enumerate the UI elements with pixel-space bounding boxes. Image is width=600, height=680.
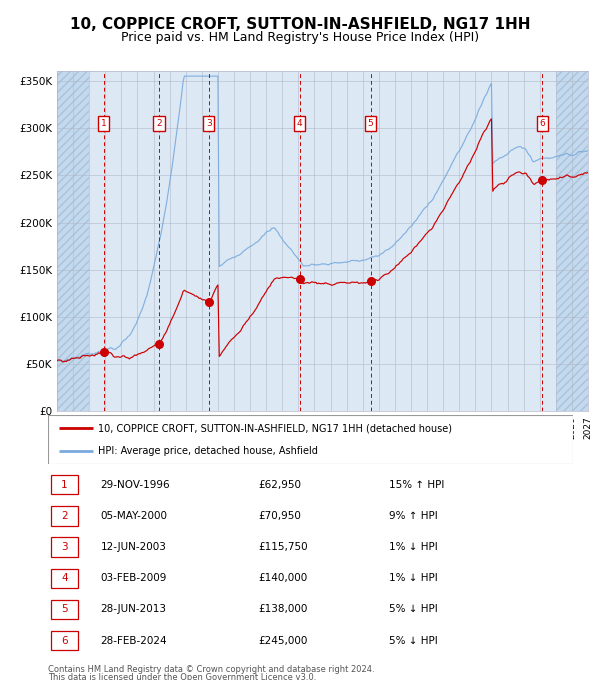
Text: £115,750: £115,750 <box>258 542 308 552</box>
Bar <box>57 71 89 411</box>
Bar <box>50 568 78 588</box>
Text: 29-NOV-1996: 29-NOV-1996 <box>101 480 170 490</box>
Text: £70,950: £70,950 <box>258 511 301 521</box>
Text: 5% ↓ HPI: 5% ↓ HPI <box>389 636 438 645</box>
Text: £138,000: £138,000 <box>258 605 307 615</box>
Text: £245,000: £245,000 <box>258 636 307 645</box>
Bar <box>50 537 78 557</box>
Text: 9% ↑ HPI: 9% ↑ HPI <box>389 511 438 521</box>
Text: 6: 6 <box>539 119 545 128</box>
Text: 1% ↓ HPI: 1% ↓ HPI <box>389 573 438 583</box>
Text: 1% ↓ HPI: 1% ↓ HPI <box>389 542 438 552</box>
Text: 5: 5 <box>61 605 68 615</box>
Text: 1: 1 <box>101 119 107 128</box>
Text: 10, COPPICE CROFT, SUTTON-IN-ASHFIELD, NG17 1HH (detached house): 10, COPPICE CROFT, SUTTON-IN-ASHFIELD, N… <box>98 423 452 433</box>
Text: 5: 5 <box>368 119 373 128</box>
Text: 28-FEB-2024: 28-FEB-2024 <box>101 636 167 645</box>
Text: 05-MAY-2000: 05-MAY-2000 <box>101 511 167 521</box>
Text: 6: 6 <box>61 636 68 645</box>
Bar <box>50 507 78 526</box>
Text: Contains HM Land Registry data © Crown copyright and database right 2024.: Contains HM Land Registry data © Crown c… <box>48 665 374 674</box>
Text: 1: 1 <box>61 480 68 490</box>
Bar <box>556 71 588 411</box>
Text: This data is licensed under the Open Government Licence v3.0.: This data is licensed under the Open Gov… <box>48 673 316 680</box>
Text: 5% ↓ HPI: 5% ↓ HPI <box>389 605 438 615</box>
Text: 3: 3 <box>206 119 212 128</box>
Text: 4: 4 <box>61 573 68 583</box>
Text: 12-JUN-2003: 12-JUN-2003 <box>101 542 166 552</box>
Text: £62,950: £62,950 <box>258 480 301 490</box>
Text: 2: 2 <box>156 119 162 128</box>
Text: HPI: Average price, detached house, Ashfield: HPI: Average price, detached house, Ashf… <box>98 445 318 456</box>
Text: 2: 2 <box>61 511 68 521</box>
Text: £140,000: £140,000 <box>258 573 307 583</box>
Text: Price paid vs. HM Land Registry's House Price Index (HPI): Price paid vs. HM Land Registry's House … <box>121 31 479 44</box>
Text: 03-FEB-2009: 03-FEB-2009 <box>101 573 167 583</box>
Text: 28-JUN-2013: 28-JUN-2013 <box>101 605 167 615</box>
Text: 4: 4 <box>297 119 302 128</box>
Bar <box>50 600 78 619</box>
Bar <box>50 631 78 650</box>
Bar <box>50 475 78 494</box>
Text: 3: 3 <box>61 542 68 552</box>
Text: 15% ↑ HPI: 15% ↑ HPI <box>389 480 445 490</box>
Text: 10, COPPICE CROFT, SUTTON-IN-ASHFIELD, NG17 1HH: 10, COPPICE CROFT, SUTTON-IN-ASHFIELD, N… <box>70 17 530 32</box>
